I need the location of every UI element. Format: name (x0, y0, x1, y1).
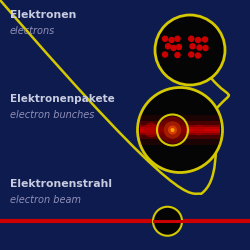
Circle shape (174, 52, 181, 58)
Circle shape (153, 207, 182, 236)
Text: electron bunches: electron bunches (10, 110, 94, 120)
Circle shape (189, 43, 196, 50)
Circle shape (162, 36, 168, 42)
Circle shape (196, 44, 203, 51)
Circle shape (195, 52, 201, 59)
Circle shape (165, 43, 171, 50)
Circle shape (188, 36, 194, 42)
Text: electron beam: electron beam (10, 195, 81, 205)
Text: electrons: electrons (10, 26, 55, 36)
Circle shape (164, 121, 181, 139)
Text: Elektronenpakete: Elektronenpakete (10, 94, 115, 104)
Bar (140, 127, 220, 133)
Circle shape (202, 36, 208, 43)
Bar (140, 115, 220, 145)
Circle shape (159, 116, 186, 144)
Circle shape (188, 51, 194, 58)
Circle shape (138, 88, 222, 172)
Text: Elektronenstrahl: Elektronenstrahl (10, 179, 112, 189)
Circle shape (195, 37, 201, 43)
Circle shape (174, 36, 181, 42)
Circle shape (170, 45, 177, 51)
Bar (140, 129, 220, 131)
Circle shape (144, 122, 159, 138)
Circle shape (176, 44, 182, 50)
Circle shape (170, 128, 174, 132)
Circle shape (168, 126, 177, 134)
Bar (140, 125, 220, 135)
Circle shape (155, 15, 225, 85)
Circle shape (193, 124, 204, 136)
Circle shape (168, 37, 175, 43)
Circle shape (162, 51, 168, 58)
Text: Elektronen: Elektronen (10, 10, 76, 20)
Bar (140, 121, 220, 139)
Circle shape (202, 45, 209, 51)
